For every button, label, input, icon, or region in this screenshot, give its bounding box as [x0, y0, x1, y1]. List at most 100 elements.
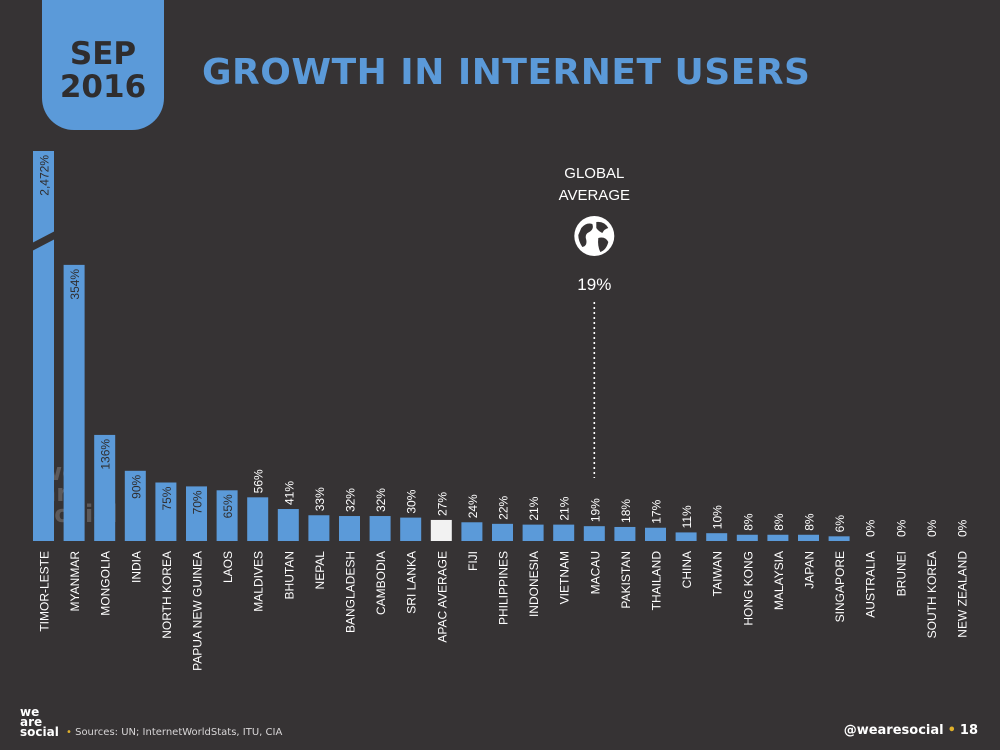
- bar-chart: 2,472% TIMOR-LESTE 354% MYANMAR 136% MONGOLIA…: [32, 151, 970, 671]
- value-label-bangladesh: 32%: [344, 488, 358, 512]
- bar-cambodia: [369, 516, 391, 541]
- value-label-vietnam: 21%: [558, 496, 572, 520]
- category-label-nepal: NEPAL: [313, 551, 327, 590]
- page-number: 18: [959, 723, 978, 738]
- category-label-macau: MACAU: [588, 551, 602, 594]
- bar-papua-new-guinea: [186, 486, 207, 541]
- global-average-label-1: GLOBAL: [564, 165, 624, 182]
- footer-logo: we are social: [20, 705, 59, 739]
- category-label-timor-leste: TIMOR-LESTE: [38, 551, 52, 632]
- bar-malaysia: [767, 534, 789, 541]
- bar-maldives: [247, 497, 269, 541]
- value-label-malaysia: 8%: [772, 513, 786, 531]
- bar-sri-lanka: [400, 517, 422, 541]
- value-label-macau: 19%: [588, 498, 602, 522]
- category-label-thailand: THAILAND: [650, 551, 664, 611]
- bar-india: [124, 470, 146, 541]
- value-label-japan: 8%: [803, 513, 817, 531]
- date-badge: SEP 2016: [42, 0, 164, 130]
- handle-text[interactable]: @wearesocial: [843, 723, 944, 738]
- bar-north-korea: [155, 482, 177, 541]
- value-label-indonesia: 21%: [527, 496, 541, 520]
- axis-break-mark: [32, 231, 55, 251]
- value-label-apac-average: 27%: [435, 492, 449, 516]
- category-label-philippines: PHILIPPINES: [497, 551, 511, 625]
- bar-philippines: [492, 523, 513, 541]
- footer-handle[interactable]: @wearesocial • 18: [843, 723, 978, 738]
- page-title: GROWTH IN INTERNET USERS: [202, 52, 811, 93]
- value-label-maldives: 56%: [252, 469, 266, 493]
- value-label-mongolia: 136%: [99, 439, 113, 470]
- bar-mongolia: [94, 434, 116, 541]
- category-label-vietnam: VIETNAM: [558, 551, 572, 604]
- category-label-singapore: SINGAPORE: [833, 551, 847, 622]
- category-label-hong-kong: HONG KONG: [741, 551, 755, 626]
- value-label-papua-new-guinea: 70%: [191, 490, 205, 514]
- value-label-australia: 0%: [864, 519, 878, 537]
- bar-macau: [583, 526, 605, 541]
- category-label-brunei: BRUNEI: [894, 551, 908, 596]
- value-label-brunei: 0%: [894, 519, 908, 537]
- bar-pakistan: [614, 526, 636, 541]
- bar-indonesia: [522, 524, 544, 541]
- bar-hong-kong: [736, 534, 758, 541]
- category-label-myanmar: MYANMAR: [68, 551, 82, 612]
- bar-nepal: [308, 515, 330, 541]
- category-label-australia: AUSTRALIA: [864, 551, 878, 618]
- bar-myanmar: [63, 264, 85, 541]
- value-label-cambodia: 32%: [374, 488, 388, 512]
- value-label-philippines: 22%: [497, 495, 511, 519]
- bar-fiji: [461, 522, 483, 541]
- value-label-timor-leste: 2,472%: [38, 155, 52, 196]
- date-month: SEP: [69, 36, 137, 72]
- bar-bangladesh: [339, 516, 360, 541]
- bar-thailand: [645, 527, 666, 541]
- value-label-nepal: 33%: [313, 487, 327, 511]
- category-label-cambodia: CAMBODIA: [374, 551, 388, 615]
- category-label-pakistan: PAKISTAN: [619, 551, 633, 609]
- value-label-laos: 65%: [221, 494, 235, 518]
- category-label-south-korea: SOUTH KOREA: [925, 551, 939, 638]
- value-label-sri-lanka: 30%: [405, 489, 419, 513]
- category-label-fiji: FIJI: [466, 551, 480, 571]
- value-label-hong-kong: 8%: [741, 513, 755, 531]
- bar-timor-leste: [33, 151, 54, 541]
- value-label-india: 90%: [129, 474, 143, 498]
- bar-taiwan: [706, 533, 728, 541]
- bar-bhutan: [277, 509, 299, 541]
- category-label-apac-average: APAC AVERAGE: [435, 551, 449, 643]
- category-label-north-korea: NORTH KOREA: [160, 551, 174, 639]
- value-label-pakistan: 18%: [619, 499, 633, 523]
- bar-japan: [798, 534, 819, 541]
- value-label-fiji: 24%: [466, 494, 480, 518]
- sources-text: Sources: UN; InternetWorldStats, ITU, CI…: [75, 727, 283, 738]
- category-label-papua-new-guinea: PAPUA NEW GUINEA: [191, 551, 205, 671]
- value-label-myanmar: 354%: [68, 269, 82, 300]
- category-label-taiwan: TAIWAN: [711, 551, 725, 596]
- sources-note: • Sources: UN; InternetWorldStats, ITU, …: [66, 727, 283, 738]
- globe-continents: [578, 221, 609, 252]
- value-label-new-zealand: 0%: [956, 519, 970, 537]
- bar-singapore: [828, 536, 850, 541]
- value-label-south-korea: 0%: [925, 519, 939, 537]
- bar-vietnam: [553, 524, 575, 541]
- category-label-laos: LAOS: [221, 551, 235, 583]
- category-label-maldives: MALDIVES: [252, 551, 266, 612]
- bar-laos: [216, 490, 238, 541]
- value-label-singapore: 6%: [833, 515, 847, 533]
- global-average-label-2: AVERAGE: [559, 187, 630, 204]
- value-label-thailand: 17%: [650, 499, 664, 523]
- category-label-indonesia: INDONESIA: [527, 551, 541, 617]
- category-label-sri-lanka: SRI LANKA: [405, 551, 419, 614]
- category-label-japan: JAPAN: [803, 551, 817, 589]
- value-label-china: 11%: [680, 505, 694, 528]
- date-year: 2016: [59, 69, 147, 105]
- value-label-taiwan: 10%: [711, 505, 725, 529]
- value-label-north-korea: 75%: [160, 486, 174, 510]
- category-label-bangladesh: BANGLADESH: [344, 551, 358, 633]
- category-label-bhutan: BHUTAN: [282, 551, 296, 599]
- category-label-malaysia: MALAYSIA: [772, 551, 786, 610]
- category-label-china: CHINA: [680, 551, 694, 588]
- value-label-bhutan: 41%: [282, 481, 296, 505]
- category-label-mongolia: MONGOLIA: [99, 551, 113, 616]
